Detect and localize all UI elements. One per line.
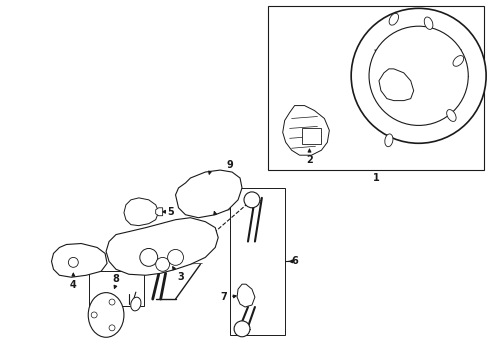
Text: 3: 3: [177, 272, 184, 282]
Ellipse shape: [389, 13, 398, 25]
Bar: [89, 271, 144, 306]
Polygon shape: [175, 170, 242, 218]
Ellipse shape: [131, 297, 141, 311]
Text: 5: 5: [167, 207, 174, 217]
Bar: [268, 6, 484, 170]
Bar: [301, 129, 321, 144]
Circle shape: [168, 249, 183, 265]
Ellipse shape: [447, 109, 456, 121]
Text: 9: 9: [227, 160, 234, 170]
Ellipse shape: [424, 17, 433, 30]
Polygon shape: [124, 198, 159, 226]
Text: 7: 7: [221, 292, 227, 302]
Circle shape: [244, 192, 260, 208]
Circle shape: [234, 321, 250, 337]
Circle shape: [369, 26, 468, 125]
Text: 6: 6: [291, 256, 298, 266]
Circle shape: [351, 8, 486, 143]
Text: 4: 4: [70, 280, 77, 290]
Polygon shape: [156, 208, 163, 216]
Ellipse shape: [88, 293, 124, 337]
Polygon shape: [237, 284, 255, 307]
Text: 2: 2: [306, 155, 313, 165]
Polygon shape: [379, 69, 414, 100]
Circle shape: [109, 299, 115, 305]
Polygon shape: [283, 105, 329, 155]
Text: 8: 8: [113, 274, 120, 284]
Circle shape: [69, 257, 78, 267]
Ellipse shape: [453, 55, 464, 66]
Polygon shape: [106, 218, 218, 275]
Polygon shape: [51, 243, 107, 277]
Circle shape: [140, 248, 158, 266]
Ellipse shape: [385, 134, 393, 147]
Circle shape: [91, 312, 97, 318]
Circle shape: [156, 257, 170, 271]
Circle shape: [109, 325, 115, 331]
Text: 1: 1: [372, 173, 379, 183]
Bar: [230, 188, 285, 335]
